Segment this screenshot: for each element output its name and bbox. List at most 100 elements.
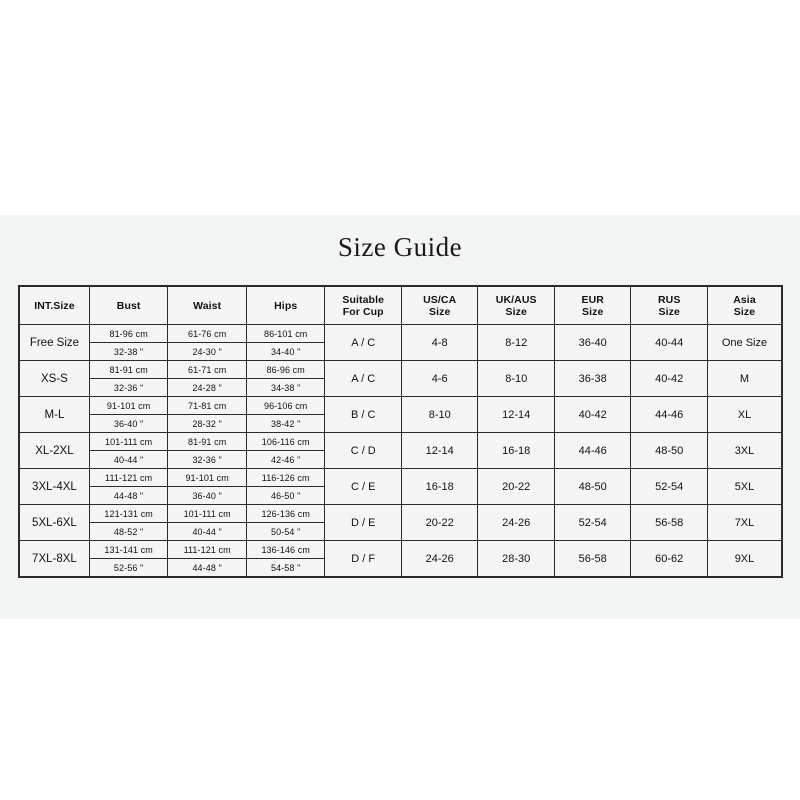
column-header-suitable-for-cup: Suitable For Cup [324, 285, 402, 325]
cell-cup: C / D [324, 432, 402, 469]
header-line-1: Asia [733, 293, 756, 306]
cell-eur: 36-38 [553, 360, 632, 397]
measurement-stack: 81-91 cm 32-36 " [168, 433, 246, 468]
table-row: XL-2XL 101-111 cm 40-44 " 81-91 cm 32-36… [18, 432, 783, 469]
header-line-1: Waist [193, 299, 222, 312]
cell-int-size: XL-2XL [18, 432, 90, 469]
measurement-stack: 136-146 cm 54-58 " [246, 541, 325, 576]
cell-uk-aus: 28-30 [477, 540, 555, 578]
size-chart-container: INT.Size Bust Waist Hips Suitable For Cu… [18, 285, 783, 578]
header-line-1: UK/AUS [495, 293, 537, 306]
measurement-inch: 34-40 " [270, 346, 301, 357]
cell-waist: 71-81 cm 28-32 " [167, 396, 247, 433]
cell-bust: 121-131 cm 48-52 " [88, 504, 169, 541]
measurement-inch: 24-28 " [192, 382, 222, 393]
measurement-stack: 81-96 cm 32-38 " [89, 325, 168, 360]
cell-eur: 48-50 [553, 468, 632, 505]
cell-uk-aus: 20-22 [477, 468, 555, 505]
measurement-cm: 61-76 cm [168, 325, 246, 343]
measurement-cm: 101-111 cm [168, 505, 246, 523]
measurement-stack: 81-91 cm 32-36 " [89, 361, 168, 396]
table-body: Free Size 81-96 cm 32-38 " 61-76 cm 24-3… [18, 324, 783, 578]
measurement-stack: 96-106 cm 38-42 " [246, 397, 325, 432]
measurement-inch: 48-52 " [113, 526, 144, 537]
column-header-int-size: INT.Size [18, 285, 90, 325]
cell-eur: 40-42 [553, 396, 632, 433]
measurement-inch: 44-48 " [192, 562, 222, 573]
measurement-cm: 111-121 cm [168, 541, 246, 559]
cell-bust: 81-91 cm 32-36 " [88, 360, 169, 397]
cell-rus: 52-54 [630, 468, 708, 505]
header-line-1: Bust [116, 299, 141, 312]
cell-cup: A / C [324, 360, 402, 397]
size-chart-table: INT.Size Bust Waist Hips Suitable For Cu… [18, 285, 783, 578]
cell-asia: 3XL [706, 432, 783, 469]
header-line-1: Hips [274, 299, 298, 312]
measurement-inch: 40-44 " [192, 526, 222, 537]
cell-us-ca: 20-22 [400, 504, 479, 541]
header-line-1: INT.Size [34, 299, 75, 312]
measurement-stack: 101-111 cm 40-44 " [168, 505, 246, 540]
measurement-cm: 86-96 cm [246, 361, 325, 379]
cell-int-size: M-L [18, 396, 90, 433]
column-header-rus-size: RUS Size [630, 285, 708, 325]
cell-us-ca: 24-26 [400, 540, 479, 578]
table-row: M-L 91-101 cm 36-40 " 71-81 cm 28-32 " [18, 396, 783, 433]
table-row: Free Size 81-96 cm 32-38 " 61-76 cm 24-3… [18, 324, 783, 361]
header-line-2: Size [658, 305, 680, 318]
cell-bust: 101-111 cm 40-44 " [88, 432, 169, 469]
cell-waist: 61-71 cm 24-28 " [167, 360, 247, 397]
cell-rus: 56-58 [630, 504, 708, 541]
measurement-stack: 121-131 cm 48-52 " [89, 505, 168, 540]
measurement-cm: 106-116 cm [246, 433, 325, 451]
cell-asia: One Size [706, 324, 783, 361]
measurement-cm: 131-141 cm [89, 541, 168, 559]
cell-asia: XL [706, 396, 783, 433]
measurement-inch: 40-44 " [113, 454, 144, 465]
cell-asia: 7XL [706, 504, 783, 541]
cell-us-ca: 4-6 [400, 360, 479, 397]
measurement-inch: 50-54 " [270, 526, 301, 537]
header-line-2: Size [582, 305, 604, 318]
cell-rus: 60-62 [630, 540, 708, 578]
cell-asia: 9XL [706, 540, 783, 578]
measurement-cm: 86-101 cm [246, 325, 325, 343]
cell-waist: 61-76 cm 24-30 " [167, 324, 247, 361]
cell-eur: 56-58 [553, 540, 632, 578]
cell-rus: 44-46 [630, 396, 708, 433]
measurement-stack: 61-76 cm 24-30 " [168, 325, 246, 360]
measurement-inch: 28-32 " [192, 418, 222, 429]
cell-us-ca: 8-10 [400, 396, 479, 433]
measurement-stack: 91-101 cm 36-40 " [168, 469, 246, 504]
header-line-1: Suitable [342, 293, 385, 306]
cell-waist: 91-101 cm 36-40 " [167, 468, 247, 505]
measurement-cm: 81-96 cm [89, 325, 168, 343]
cell-uk-aus: 8-10 [477, 360, 555, 397]
cell-hips: 136-146 cm 54-58 " [245, 540, 326, 578]
measurement-inch: 44-48 " [113, 490, 144, 501]
header-line-1: RUS [657, 293, 681, 306]
cell-cup: B / C [324, 396, 402, 433]
measurement-cm: 121-131 cm [89, 505, 168, 523]
measurement-cm: 116-126 cm [246, 469, 325, 487]
cell-hips: 86-96 cm 34-38 " [245, 360, 326, 397]
measurement-stack: 86-96 cm 34-38 " [246, 361, 325, 396]
measurement-stack: 111-121 cm 44-48 " [89, 469, 168, 504]
measurement-stack: 126-136 cm 50-54 " [246, 505, 325, 540]
measurement-inch: 32-36 " [113, 382, 144, 393]
cell-uk-aus: 12-14 [477, 396, 555, 433]
measurement-stack: 71-81 cm 28-32 " [168, 397, 246, 432]
cell-waist: 81-91 cm 32-36 " [167, 432, 247, 469]
measurement-stack: 106-116 cm 42-46 " [246, 433, 325, 468]
measurement-inch: 34-38 " [270, 382, 301, 393]
column-header-waist: Waist [167, 285, 247, 325]
measurement-stack: 86-101 cm 34-40 " [246, 325, 325, 360]
measurement-stack: 111-121 cm 44-48 " [168, 541, 246, 576]
measurement-stack: 101-111 cm 40-44 " [89, 433, 168, 468]
measurement-cm: 71-81 cm [168, 397, 246, 415]
cell-cup: D / F [324, 540, 402, 578]
measurement-cm: 61-71 cm [168, 361, 246, 379]
measurement-inch: 36-40 " [113, 418, 144, 429]
cell-waist: 101-111 cm 40-44 " [167, 504, 247, 541]
